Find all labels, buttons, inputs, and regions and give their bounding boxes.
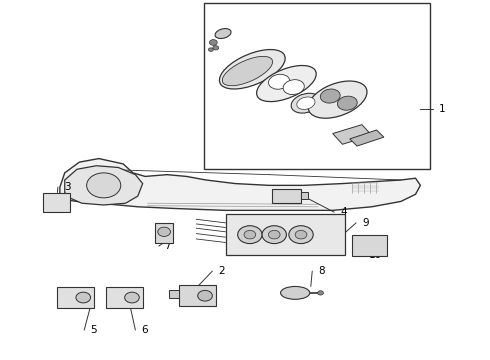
Ellipse shape [269, 74, 290, 89]
Polygon shape [57, 287, 94, 308]
Circle shape [208, 48, 213, 51]
Text: 6: 6 [141, 325, 148, 335]
Polygon shape [106, 287, 143, 308]
Polygon shape [350, 130, 384, 146]
Polygon shape [43, 193, 70, 212]
Polygon shape [352, 235, 387, 256]
Ellipse shape [215, 28, 231, 39]
Ellipse shape [308, 81, 367, 118]
Polygon shape [225, 214, 345, 255]
Polygon shape [179, 285, 216, 306]
Circle shape [76, 292, 91, 303]
Polygon shape [65, 166, 143, 205]
Text: 3: 3 [64, 182, 71, 192]
Ellipse shape [281, 287, 310, 299]
Circle shape [158, 227, 171, 237]
Ellipse shape [338, 96, 357, 110]
Bar [203, 3, 430, 169]
Circle shape [244, 230, 256, 239]
Circle shape [295, 230, 307, 239]
Text: 10: 10 [369, 250, 382, 260]
Polygon shape [301, 192, 308, 199]
Circle shape [198, 291, 212, 301]
Text: 1: 1 [439, 104, 445, 113]
Text: 4: 4 [340, 207, 346, 217]
Circle shape [289, 226, 313, 244]
Text: 8: 8 [318, 266, 325, 276]
Ellipse shape [220, 50, 285, 89]
Ellipse shape [222, 57, 272, 86]
Circle shape [87, 173, 121, 198]
Ellipse shape [291, 93, 320, 113]
Ellipse shape [297, 97, 315, 109]
Ellipse shape [257, 66, 316, 102]
Polygon shape [333, 125, 372, 144]
Text: 2: 2 [218, 266, 225, 276]
Text: 5: 5 [90, 325, 97, 335]
Polygon shape [170, 290, 179, 298]
Circle shape [318, 291, 323, 295]
Text: 9: 9 [362, 218, 368, 228]
Ellipse shape [320, 89, 340, 103]
Polygon shape [155, 223, 173, 243]
Circle shape [124, 292, 139, 303]
Circle shape [213, 46, 219, 50]
Circle shape [209, 40, 217, 45]
Text: 7: 7 [165, 241, 171, 251]
Circle shape [269, 230, 280, 239]
Polygon shape [60, 158, 420, 210]
Circle shape [262, 226, 287, 244]
Circle shape [238, 226, 262, 244]
Ellipse shape [283, 80, 304, 95]
Polygon shape [272, 189, 301, 203]
